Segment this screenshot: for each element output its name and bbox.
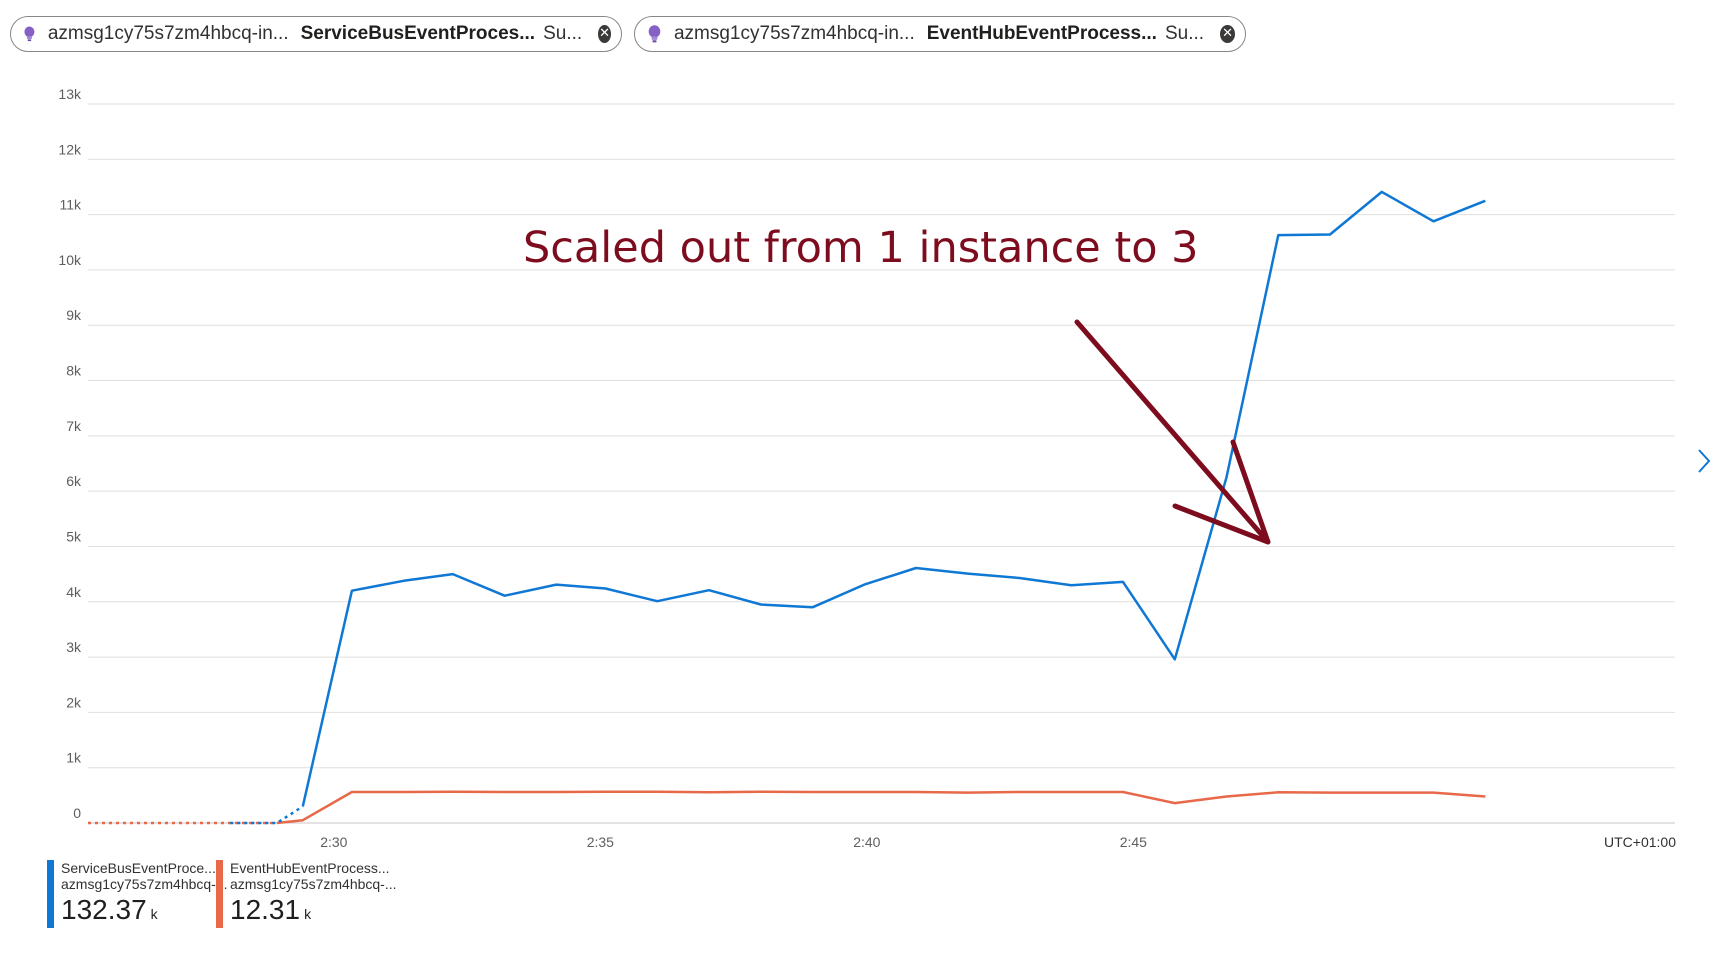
x-tick-label: 2:45 (1120, 834, 1147, 850)
annotation-text: Scaled out from 1 instance to 3 (523, 223, 1199, 273)
metric-pill-eventhub[interactable]: azmsg1cy75s7zm4hbcq-in... EventHubEventP… (634, 16, 1246, 52)
legend-value-unit: k (304, 906, 312, 922)
x-tick-label: 2:30 (320, 834, 347, 850)
legend-value-unit: k (150, 906, 158, 922)
pill-metric-name: EventHubEventProcess... (926, 23, 1157, 44)
legend-item-servicebus[interactable]: ServiceBusEventProce... azmsg1cy75s7zm4h… (47, 860, 228, 932)
x-tick-label: 2:40 (853, 834, 880, 850)
application-insights-icon (648, 25, 661, 43)
chevron-right-icon[interactable] (1696, 448, 1712, 474)
y-tick-label: 1k (66, 750, 82, 766)
series-line (276, 790, 1486, 825)
metric-pill-servicebus[interactable]: azmsg1cy75s7zm4hbcq-in... ServiceBusEven… (10, 16, 622, 52)
legend-total-value: 12.31 k (230, 892, 396, 932)
y-tick-label: 12k (58, 141, 82, 157)
timezone-label: UTC+01:00 (1604, 834, 1676, 850)
chart-series (88, 190, 1486, 825)
y-tick-label: 4k (66, 584, 82, 600)
y-tick-label: 9k (66, 307, 82, 323)
y-tick-label: 10k (58, 252, 82, 268)
y-tick-label: 7k (66, 418, 82, 434)
pill-metric-name: ServiceBusEventProces... (300, 23, 536, 44)
x-axis: 2:30 2:35 2:40 2:45 UTC+01:00 (320, 834, 1676, 850)
series-line-dotted (230, 805, 304, 825)
pill-resource-name: azmsg1cy75s7zm4hbcq-in... (673, 23, 915, 44)
chart-grid (88, 103, 1675, 824)
pill-aggregation: Su... (543, 23, 583, 44)
legend-value-number: 132.37 (61, 894, 147, 925)
legend-total-value: 132.37 k (61, 892, 217, 932)
y-tick-label: 3k (66, 639, 82, 655)
application-insights-icon (24, 26, 35, 42)
legend-item-eventhub[interactable]: EventHubEventProcess... azmsg1cy75s7zm4h… (216, 860, 397, 932)
x-tick-label: 2:35 (587, 834, 614, 850)
y-tick-label: 6k (66, 473, 82, 489)
legend-value-number: 12.31 (230, 894, 301, 925)
y-tick-label: 8k (66, 363, 82, 379)
y-tick-label: 13k (58, 86, 82, 102)
y-tick-label: 2k (66, 694, 82, 710)
y-tick-label: 5k (66, 528, 82, 544)
legend-color-bar (47, 860, 54, 928)
pill-aggregation: Su... (1164, 23, 1205, 44)
legend-metric-name: EventHubEventProcess... (230, 860, 390, 876)
legend-color-bar (216, 860, 223, 928)
legend-resource-name: azmsg1cy75s7zm4hbcq-... (230, 876, 397, 892)
y-tick-label: 11k (59, 197, 82, 213)
legend-metric-name: ServiceBusEventProce... (61, 860, 216, 876)
close-icon[interactable]: ✕ (1220, 25, 1235, 43)
series-line (301, 190, 1486, 807)
y-axis: 0 1k 2k 3k 4k 5k 6k 7k 8k 9k 10k 11k 12k 13k (58, 86, 82, 821)
annotation-arrow (1074, 319, 1271, 545)
legend-resource-name: azmsg1cy75s7zm4hbcq-... (61, 876, 228, 892)
pill-resource-name: azmsg1cy75s7zm4hbcq-in... (47, 23, 289, 44)
close-icon[interactable]: ✕ (598, 25, 611, 43)
y-tick-label: 0 (73, 805, 81, 821)
chart-annotation: Scaled out from 1 instance to 3 (523, 223, 1271, 545)
